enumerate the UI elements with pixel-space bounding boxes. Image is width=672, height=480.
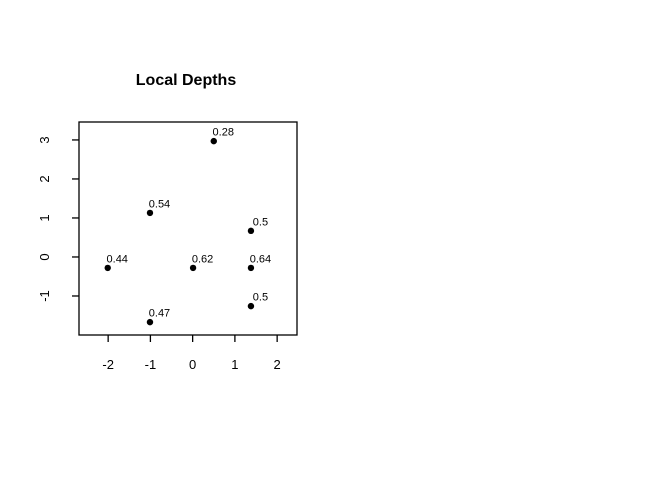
y-axis-tick-label: -1 (37, 290, 52, 302)
data-point (247, 264, 255, 272)
data-point (247, 227, 255, 235)
data-point-label: 0.47 (149, 308, 170, 320)
data-point-label: 0.5 (253, 292, 268, 304)
y-axis-tick-label: 0 (37, 253, 52, 260)
data-point (210, 137, 217, 145)
data-point (247, 302, 255, 310)
data-point (104, 264, 111, 272)
data-point-label: 0.5 (253, 216, 268, 228)
chart-title: Local Depths (135, 72, 237, 89)
y-axis-tick-label: 1 (37, 214, 52, 221)
data-point-label: 0.62 (192, 253, 213, 265)
data-point-label: 0.64 (250, 253, 271, 265)
data-point-label: 0.54 (149, 198, 170, 210)
data-point (189, 264, 197, 272)
data-point-label: 0.44 (107, 253, 128, 265)
x-axis-tick-label: -2 (102, 357, 114, 372)
x-axis-tick-label: 0 (189, 357, 196, 372)
x-axis-tick-label: -1 (145, 357, 157, 372)
x-axis-tick-label: 1 (231, 357, 238, 372)
plot-box (78, 121, 298, 336)
x-axis-tick-label: 2 (274, 357, 281, 372)
data-point (146, 209, 154, 217)
y-axis-tick-label: 2 (37, 175, 52, 182)
y-axis-tick-label: 3 (37, 136, 52, 143)
data-point (146, 318, 154, 326)
data-point-label: 0.28 (213, 127, 234, 139)
